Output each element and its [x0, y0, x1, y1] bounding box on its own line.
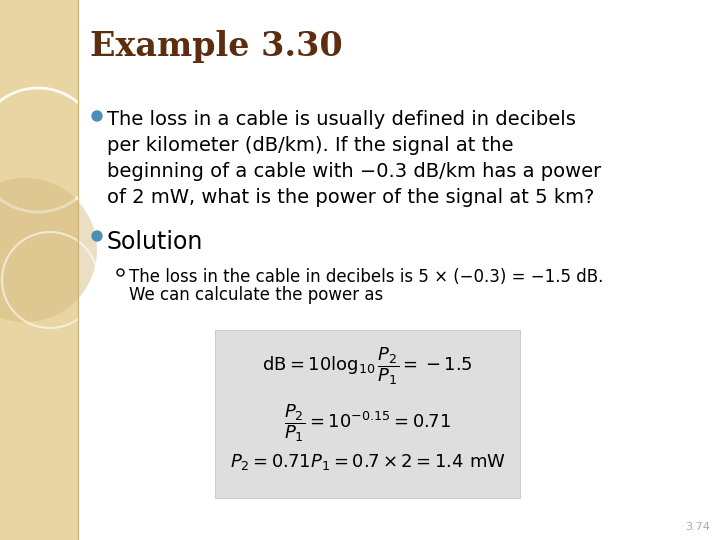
Text: Example 3.30: Example 3.30 [90, 30, 343, 63]
Circle shape [0, 178, 97, 322]
Text: The loss in the cable in decibels is 5 × (−0.3) = −1.5 dB.: The loss in the cable in decibels is 5 ×… [129, 268, 603, 286]
Polygon shape [0, 0, 78, 540]
Text: of 2 mW, what is the power of the signal at 5 km?: of 2 mW, what is the power of the signal… [107, 188, 595, 207]
Circle shape [92, 231, 102, 241]
Text: Solution: Solution [107, 230, 203, 254]
Text: The loss in a cable is usually defined in decibels: The loss in a cable is usually defined i… [107, 110, 576, 129]
Text: $P_2 = 0.71P_1 = 0.7 \times 2 = 1.4\ \mathrm{mW}$: $P_2 = 0.71P_1 = 0.7 \times 2 = 1.4\ \ma… [230, 452, 505, 472]
Text: beginning of a cable with −0.3 dB/km has a power: beginning of a cable with −0.3 dB/km has… [107, 162, 601, 181]
Text: per kilometer (dB/km). If the signal at the: per kilometer (dB/km). If the signal at … [107, 136, 513, 155]
Text: $\dfrac{P_2}{P_1} = 10^{-0.15} = 0.71$: $\dfrac{P_2}{P_1} = 10^{-0.15} = 0.71$ [284, 402, 451, 444]
FancyBboxPatch shape [215, 330, 520, 498]
Circle shape [92, 111, 102, 121]
Text: We can calculate the power as: We can calculate the power as [129, 286, 383, 304]
Text: $\mathrm{dB} = 10 \log_{10} \dfrac{P_2}{P_1} = -1.5$: $\mathrm{dB} = 10 \log_{10} \dfrac{P_2}{… [262, 345, 473, 387]
Text: 3.74: 3.74 [685, 522, 710, 532]
